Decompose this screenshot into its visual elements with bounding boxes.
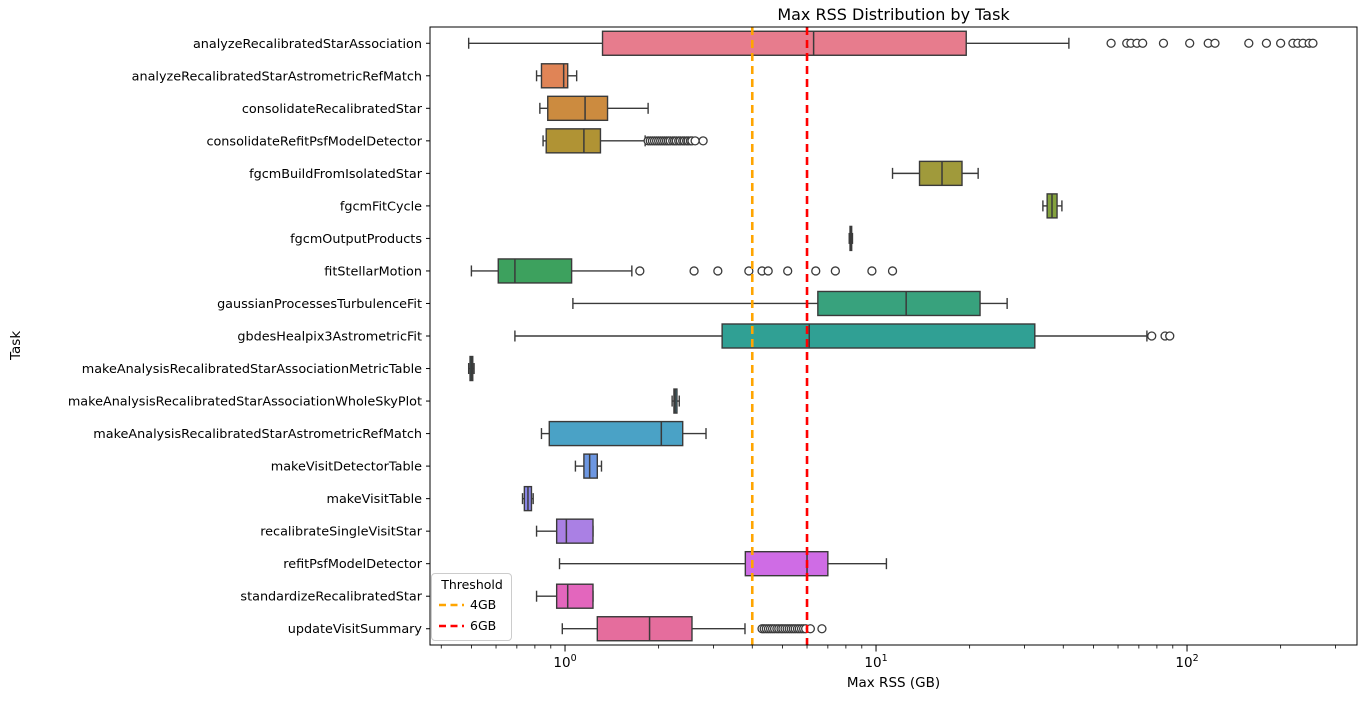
outlier-point <box>1106 38 1116 48</box>
y-tick-label: fgcmBuildFromIsolatedStar <box>249 167 423 182</box>
y-tick-label: fgcmFitCycle <box>340 199 422 214</box>
boxplot-updateVisitSummary <box>561 616 827 642</box>
legend-label-6gb: 6GB <box>470 618 497 633</box>
x-axis-label: Max RSS (GB) <box>846 675 941 691</box>
boxplot-fgcmBuildFromIsolatedStar <box>891 160 979 187</box>
outlier-point <box>867 266 877 276</box>
chart-title: Max RSS Distribution by Task <box>777 5 1010 24</box>
outlier-point <box>1165 331 1175 341</box>
box <box>545 128 602 154</box>
outlier-point <box>1261 38 1272 48</box>
y-tick-label: gbdesHealpix3AstrometricFit <box>237 330 422 345</box>
outlier-point <box>1147 331 1157 341</box>
boxplot-refitPsfModelDetector <box>558 550 888 577</box>
outlier-point <box>744 266 754 276</box>
boxplot-analyzeRecalibratedStarAssociation <box>467 30 1318 56</box>
boxplot-makeAnalysisRecalibratedStarAstrometricRefMatch <box>540 420 707 447</box>
outlier-point <box>1308 38 1318 48</box>
box <box>497 258 573 284</box>
box <box>555 518 594 544</box>
outlier-point <box>830 266 841 276</box>
legend-item-6gb: 6GB <box>439 615 505 636</box>
legend: Threshold 4GB 6GB <box>431 573 512 641</box>
boxplot-standardizeRecalibratedStar <box>535 583 594 609</box>
boxplot-fgcmOutputProducts <box>848 225 854 252</box>
y-tick-label: analyzeRecalibratedStarAssociation <box>193 37 422 52</box>
outlier-point <box>1138 38 1148 48</box>
outlier-point <box>698 136 708 146</box>
y-axis-label: Task <box>8 330 24 360</box>
box <box>596 616 693 642</box>
outlier-point <box>887 266 898 276</box>
legend-label-4gb: 4GB <box>470 597 497 612</box>
box <box>817 290 981 317</box>
boxplot-gbdesHealpix3AstrometricFit <box>514 323 1175 349</box>
y-tick-label: fitStellarMotion <box>324 264 422 279</box>
dashed-line-sample-6gb <box>439 624 464 627</box>
y-tick-label: makeVisitTable <box>327 492 423 507</box>
y-tick-label: makeAnalysisRecalibratedStarAssociationM… <box>82 362 422 377</box>
box <box>555 583 594 609</box>
legend-title: Threshold <box>441 577 503 592</box>
box <box>547 95 609 122</box>
outlier-point <box>690 136 700 146</box>
legend-item-4gb: 4GB <box>439 594 505 615</box>
boxplot-makeAnalysisRecalibratedStarAssociationWholeSkyPlot <box>671 388 680 414</box>
box <box>721 323 1036 349</box>
y-tick-label: gaussianProcessesTurbulenceFit <box>217 297 422 312</box>
outlier-point <box>763 266 773 276</box>
y-tick-label: updateVisitSummary <box>288 622 423 637</box>
outlier-point <box>783 266 793 276</box>
boxplot-makeVisitDetectorTable <box>574 453 603 479</box>
outlier-point <box>713 266 723 276</box>
boxplot-fitStellarMotion <box>470 258 898 284</box>
boxplot-consolidateRefitPsfModelDetector <box>542 128 708 154</box>
box <box>583 453 599 479</box>
outlier-point <box>1244 38 1254 48</box>
outlier-point <box>1210 38 1220 48</box>
y-tick-label: refitPsfModelDetector <box>283 557 423 572</box>
boxplot-makeVisitTable <box>521 485 534 512</box>
y-tick-label: standardizeRecalibratedStar <box>240 590 422 605</box>
y-tick-label: makeVisitDetectorTable <box>271 460 422 475</box>
x-tick-label: 101 <box>864 653 887 671</box>
plot-border <box>429 26 1358 646</box>
outlier-point <box>635 266 645 276</box>
box <box>548 420 684 447</box>
boxplot-makeAnalysisRecalibratedStarAssociationMetricTable <box>467 355 475 382</box>
outlier-point <box>811 266 821 276</box>
outlier-point <box>689 266 699 276</box>
outlier-point <box>1275 38 1286 48</box>
boxplot-gaussianProcessesTurbulenceFit <box>572 290 1008 317</box>
y-tick-label: fgcmOutputProducts <box>290 232 422 247</box>
y-tick-label: analyzeRecalibratedStarAstrometricRefMat… <box>132 69 422 84</box>
x-tick-label: 102 <box>1175 653 1198 671</box>
dashed-line-sample-4gb <box>439 603 464 606</box>
box <box>601 30 967 56</box>
outlier-point <box>817 624 827 634</box>
outlier-point <box>1185 38 1195 48</box>
boxplot-fgcmFitCycle <box>1042 193 1063 219</box>
y-tick-label: makeAnalysisRecalibratedStarAstrometricR… <box>93 427 422 442</box>
y-tick-label: makeAnalysisRecalibratedStarAssociationW… <box>68 395 422 410</box>
outlier-point <box>1158 38 1169 48</box>
y-tick-label: consolidateRecalibratedStar <box>242 102 423 117</box>
y-tick-label: recalibrateSingleVisitStar <box>260 525 423 540</box>
boxplot-recalibrateSingleVisitStar <box>535 518 594 544</box>
y-tick-label: consolidateRefitPsfModelDetector <box>206 134 422 149</box>
boxplot-analyzeRecalibratedStarAstrometricRefMatch <box>535 63 578 89</box>
x-tick-label: 100 <box>553 653 576 671</box>
box <box>918 160 963 187</box>
box <box>744 550 829 577</box>
boxplot-consolidateRecalibratedStar <box>539 95 649 122</box>
